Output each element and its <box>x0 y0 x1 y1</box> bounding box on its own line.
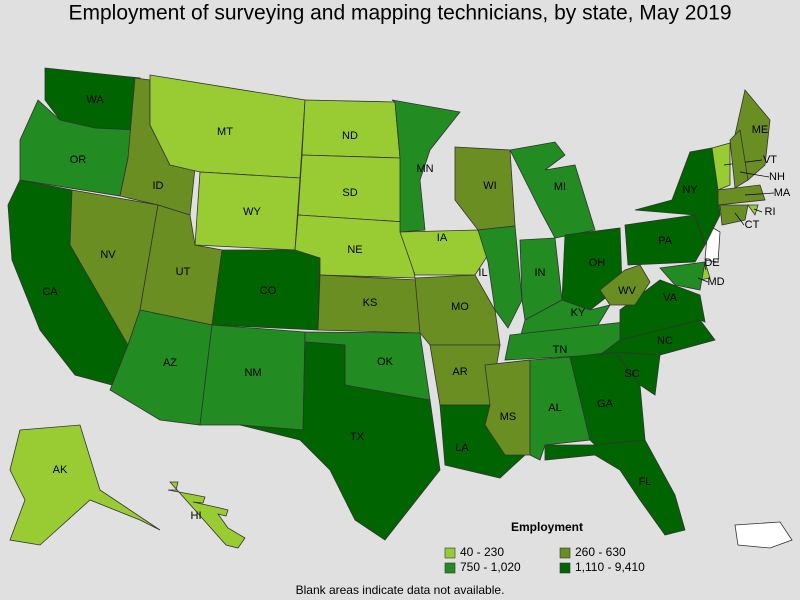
legend-label: 750 - 1,020 <box>460 560 521 574</box>
state-label: ID <box>153 180 164 192</box>
state-label: CO <box>260 285 277 297</box>
state-label: OK <box>377 356 394 368</box>
state-label: NE <box>347 244 362 256</box>
legend-label: 1,110 - 9,410 <box>575 560 645 574</box>
state-label: IN <box>535 267 546 279</box>
state-label: CT <box>745 219 760 231</box>
state-label: SC <box>624 368 639 380</box>
state-label: ME <box>752 124 769 136</box>
state-label: WV <box>618 285 636 297</box>
state-label: ND <box>342 130 358 142</box>
legend-title: Employment <box>511 520 583 534</box>
legend-swatch <box>444 562 456 574</box>
state-label: RI <box>765 206 776 218</box>
state-label: MI <box>554 181 566 193</box>
leader-line <box>744 192 775 196</box>
state-label: SD <box>342 187 357 199</box>
state <box>391 99 461 233</box>
state <box>477 225 523 329</box>
state-label: AK <box>53 464 68 476</box>
state-label: AZ <box>163 357 177 369</box>
state <box>729 129 749 189</box>
state-label: UT <box>176 266 191 278</box>
state-label: NC <box>657 335 673 347</box>
state-label: NV <box>100 249 116 261</box>
legend-label: 40 - 230 <box>460 545 504 559</box>
state-label: KY <box>571 307 586 319</box>
state <box>624 214 706 266</box>
map-title: Employment of surveying and mapping tech… <box>68 2 731 25</box>
state-label: MA <box>774 187 791 199</box>
state <box>9 424 161 546</box>
state-label: IL <box>478 267 487 279</box>
leader-line <box>734 212 745 226</box>
state-label: KS <box>363 297 378 309</box>
state-label: AR <box>452 366 467 378</box>
state <box>544 439 686 536</box>
state-label: OH <box>589 257 606 269</box>
state-label: NM <box>244 367 261 379</box>
state <box>659 261 706 291</box>
state-label: DE <box>704 257 719 269</box>
state <box>509 141 596 239</box>
state-label: MT <box>217 126 233 138</box>
state-label: IA <box>437 232 448 244</box>
state-label: VT <box>763 154 777 166</box>
state <box>399 229 489 276</box>
state-label: WI <box>483 180 496 192</box>
state-label: MS <box>500 411 517 423</box>
state <box>167 481 246 549</box>
state-label: NH <box>769 171 785 183</box>
state <box>239 341 441 541</box>
leader-line <box>739 171 770 178</box>
state-label: NY <box>682 184 698 196</box>
leader-line <box>753 208 763 213</box>
state-label: TX <box>350 431 365 443</box>
state-label: MN <box>416 163 433 175</box>
state <box>717 184 766 206</box>
state-label: MD <box>707 276 724 288</box>
leader-line <box>697 277 709 283</box>
state-label: LA <box>455 442 469 454</box>
state-label: GA <box>597 398 614 410</box>
blank-territory <box>734 521 793 549</box>
footnote: Blank areas indicate data not available. <box>296 583 505 597</box>
state-label: MO <box>451 301 469 313</box>
state-label: AL <box>548 402 561 414</box>
state-label: HI <box>191 510 202 522</box>
state-label: WA <box>86 94 104 106</box>
state-label: CA <box>42 286 58 298</box>
state-label: VA <box>663 292 678 304</box>
state <box>711 142 731 191</box>
legend-label: 260 - 630 <box>575 545 626 559</box>
state <box>719 204 749 226</box>
legend-swatch <box>559 547 571 559</box>
state-label: FL <box>639 476 652 488</box>
legend-swatch <box>444 547 456 559</box>
state-label: PA <box>658 235 673 247</box>
state <box>599 264 651 306</box>
state-label: OR <box>70 154 87 166</box>
state-label: WY <box>243 206 261 218</box>
state-label: TN <box>553 344 568 356</box>
legend-swatch <box>559 562 571 574</box>
